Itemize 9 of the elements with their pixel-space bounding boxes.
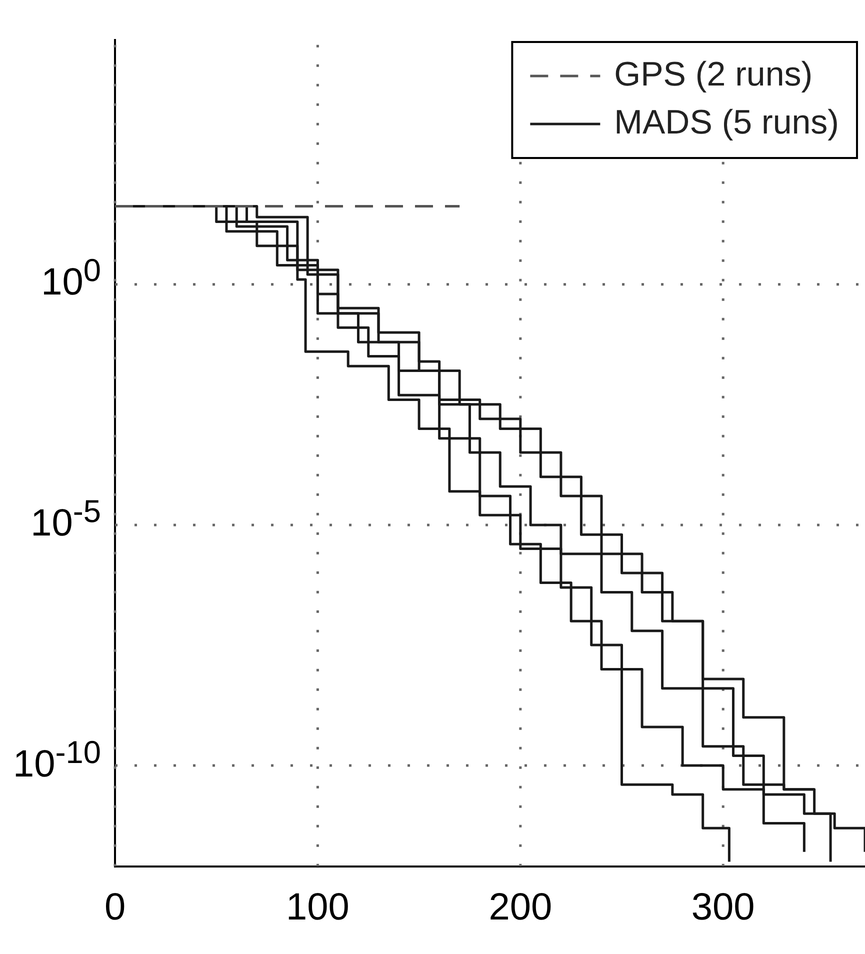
x-tick-label: 300 [691, 886, 755, 929]
x-tick-label: 100 [286, 886, 350, 929]
y-tick-label: 10$^{0}$ [41, 252, 101, 304]
x-tick-label: 200 [488, 886, 552, 929]
legend-label: MADS (5 runs) [614, 103, 840, 142]
x-tick-label: 0 [104, 886, 126, 929]
legend-label: GPS (2 runs) [614, 55, 813, 94]
y-tick-label: 10$^{-5}$ [30, 493, 101, 545]
y-tick-label: 10$^{-10}$ [12, 734, 101, 786]
